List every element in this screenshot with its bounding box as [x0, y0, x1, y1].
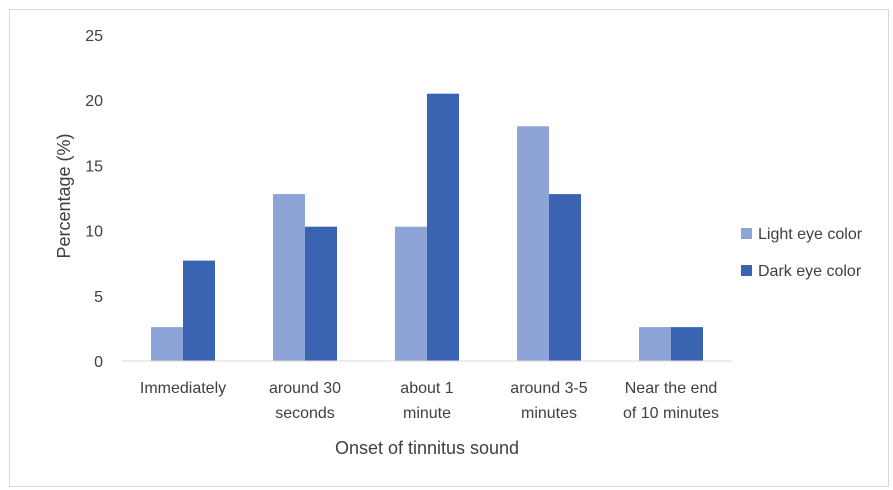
bar-light-3	[517, 126, 549, 361]
legend: Light eye color Dark eye color	[741, 226, 863, 280]
y-axis-ticks: 0 5 10 15 20 25	[85, 28, 103, 371]
bar-dark-0	[183, 260, 215, 361]
bar-dark-3	[549, 194, 581, 361]
bar-dark-2	[427, 93, 459, 362]
bar-light-2	[395, 226, 427, 361]
legend-label: Light eye color	[758, 226, 863, 243]
y-tick-label: 20	[85, 93, 103, 110]
x-tick-label: around 3-5 minutes	[510, 380, 587, 422]
bar-light-0	[151, 327, 183, 361]
bar-light-1	[273, 194, 305, 361]
y-tick-label: 10	[85, 224, 103, 241]
legend-swatch	[741, 228, 752, 239]
y-axis-label: Percentage (%)	[54, 133, 74, 258]
legend-label: Dark eye color	[758, 263, 862, 280]
x-tick-label: Near the end of 10 minutes	[623, 380, 719, 422]
y-tick-label: 0	[94, 354, 103, 371]
legend-swatch	[741, 265, 752, 276]
x-tick-label: about 1 minute	[400, 380, 453, 422]
x-tick-label: around 30 seconds	[269, 380, 341, 422]
x-tick-label: Immediately	[140, 380, 226, 397]
bar-dark-1	[305, 226, 337, 361]
y-tick-label: 25	[85, 28, 103, 45]
y-tick-label: 5	[94, 289, 103, 306]
y-tick-label: 15	[85, 158, 103, 175]
x-axis-tick-labels: Immediately around 30 seconds about 1 minute…	[140, 380, 719, 422]
x-axis-label: Onset of tinnitus sound	[335, 438, 519, 458]
bar-dark-4	[671, 327, 703, 361]
bar-light-4	[639, 327, 671, 361]
bars	[151, 93, 703, 362]
